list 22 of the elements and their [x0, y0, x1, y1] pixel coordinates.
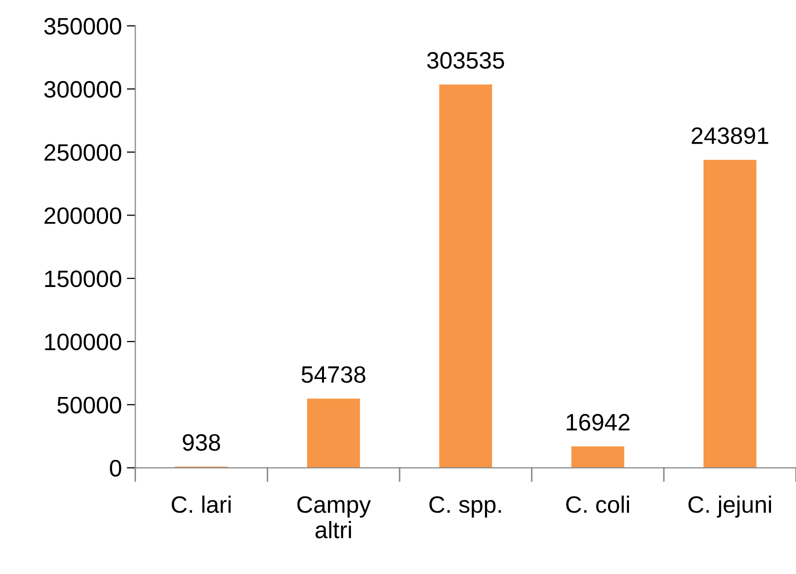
data-label: 243891 [692, 127, 768, 144]
y-tick-label: 150000 [45, 270, 122, 288]
y-tick-label: 300000 [44, 81, 122, 98]
data-label: 16942 [566, 414, 630, 431]
x-tick-label: Campy altri [297, 496, 371, 538]
y-tick-label: 350000 [44, 18, 122, 35]
data-label: 303535 [427, 52, 504, 69]
data-label: 938 [182, 434, 220, 451]
bar [571, 446, 624, 468]
y-tick-label: 200000 [44, 207, 122, 224]
y-tick-label: 0 [110, 460, 122, 477]
data-label: 54738 [302, 366, 366, 383]
y-tick-label: 250000 [44, 144, 122, 161]
x-tick-label: C. lari [172, 496, 231, 513]
y-tick-label: 50000 [57, 396, 122, 414]
x-tick-label: C. coli [566, 496, 630, 513]
bar [704, 160, 756, 468]
bar [307, 398, 360, 468]
x-tick-label: C. jejuni [688, 496, 771, 518]
bar [439, 84, 492, 468]
x-tick-label: C. spp. [429, 496, 501, 518]
y-tick-label: 100000 [45, 334, 122, 350]
